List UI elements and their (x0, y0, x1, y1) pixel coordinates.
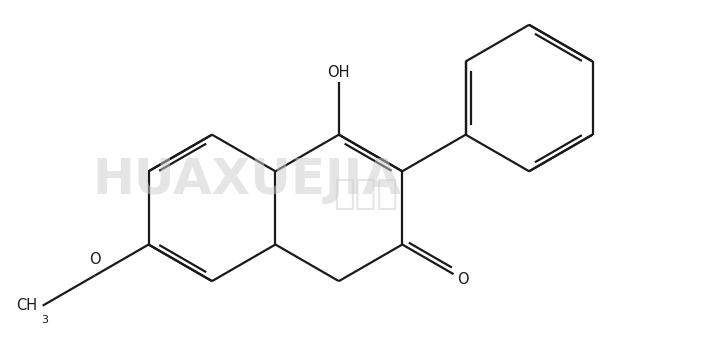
Text: 3: 3 (41, 315, 49, 325)
Text: OH: OH (328, 64, 350, 80)
Text: CH: CH (16, 298, 37, 313)
Text: O: O (457, 271, 469, 287)
Text: 化学加: 化学加 (333, 177, 398, 211)
Text: HUAXUEJIA: HUAXUEJIA (92, 156, 401, 204)
Text: O: O (89, 252, 101, 266)
